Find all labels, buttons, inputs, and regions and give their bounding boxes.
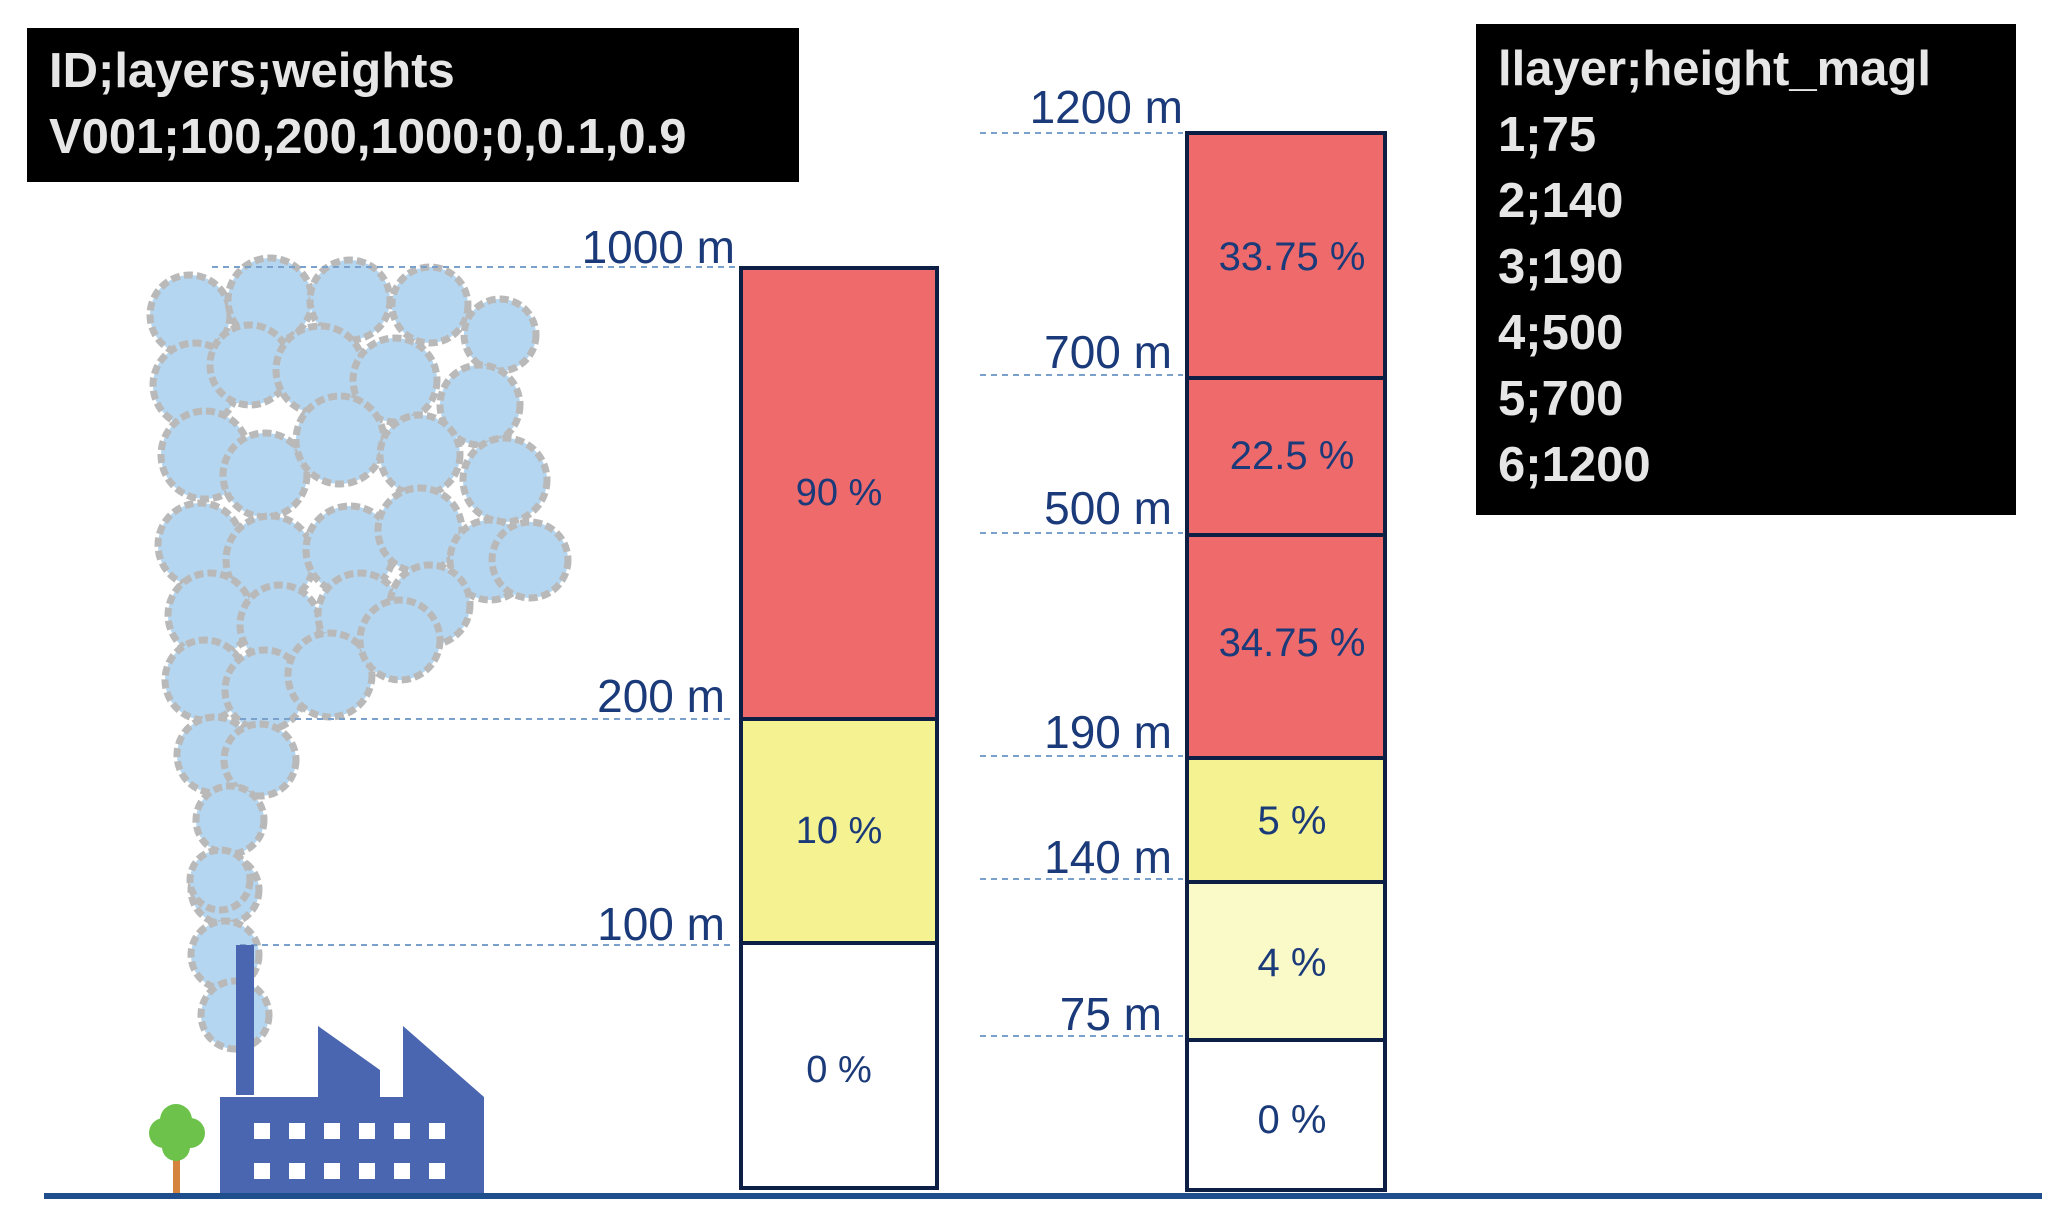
height-label: 700 m xyxy=(1044,326,1172,378)
height-line-4: 4;500 xyxy=(1498,306,1624,360)
config-code-box: ID;layers;weights V001;100,200,1000;0,0.… xyxy=(27,28,799,182)
height-labels-left: 1000 m 200 m 100 m xyxy=(582,221,735,950)
segment-0pct-left xyxy=(739,941,939,1190)
segment-33-75pct-right xyxy=(1185,131,1387,380)
config-line-values: V001;100,200,1000;0,0.1,0.9 xyxy=(49,110,687,164)
segment-90pct-left xyxy=(739,266,939,721)
height-label: 190 m xyxy=(1044,706,1172,758)
height-label: 1200 m xyxy=(1030,81,1183,133)
guide-lines xyxy=(212,132,1183,1037)
height-label: 500 m xyxy=(1044,482,1172,534)
segment-label: 90 % xyxy=(796,472,883,514)
segment-label: 33.75 % xyxy=(1219,235,1366,279)
height-line-3: 3;190 xyxy=(1498,240,1624,294)
height-label: 100 m xyxy=(597,898,725,950)
height-labels-right: 1200 m 700 m 500 m 190 m 140 m 75 m xyxy=(1030,81,1183,1040)
tree-icon xyxy=(149,1104,205,1198)
factory-icon xyxy=(220,945,484,1198)
segment-label: 5 % xyxy=(1258,799,1327,843)
height-label: 1000 m xyxy=(582,221,735,273)
segment-label: 0 % xyxy=(806,1049,871,1091)
segment-label: 22.5 % xyxy=(1230,434,1355,478)
height-code-box: llayer;height_magl 1;75 2;140 3;190 4;50… xyxy=(1476,24,2016,515)
column-input-layers: 0 % 10 % 90 % xyxy=(739,266,939,1190)
smoke-plume-icon xyxy=(146,254,572,1053)
segment-label: 34.75 % xyxy=(1219,621,1366,665)
height-line-2: 2;140 xyxy=(1498,174,1624,228)
height-line-1: 1;75 xyxy=(1498,108,1597,162)
segment-22-5pct-right xyxy=(1185,376,1387,537)
height-label: 75 m xyxy=(1060,988,1162,1040)
segment-label: 10 % xyxy=(796,810,883,852)
height-line-6: 6;1200 xyxy=(1498,438,1651,492)
segment-label: 0 % xyxy=(1258,1098,1327,1142)
height-line-header: llayer;height_magl xyxy=(1498,42,1931,96)
segment-0pct-right xyxy=(1185,1038,1387,1192)
segment-34-75pct-right xyxy=(1185,533,1387,760)
height-label: 200 m xyxy=(597,670,725,722)
height-label: 140 m xyxy=(1044,831,1172,883)
segment-label: 4 % xyxy=(1258,941,1327,985)
height-line-5: 5;700 xyxy=(1498,372,1624,426)
segment-5pct-right xyxy=(1185,756,1387,884)
ground-line xyxy=(44,1193,2042,1199)
column-model-layers: 0 % 4 % 5 % 34.75 % 22.5 % 33.75 % xyxy=(1185,131,1387,1192)
config-line-header: ID;layers;weights xyxy=(49,44,455,98)
